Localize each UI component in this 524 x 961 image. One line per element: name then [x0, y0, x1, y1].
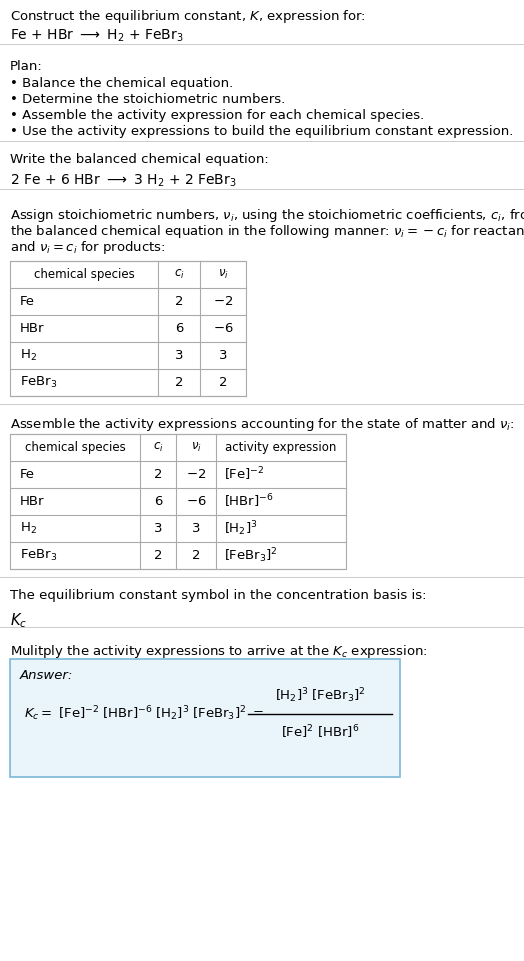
Text: FeBr$_3$: FeBr$_3$ — [20, 548, 58, 563]
Text: 3: 3 — [154, 522, 162, 535]
Text: 6: 6 — [175, 322, 183, 335]
Text: 2: 2 — [174, 376, 183, 389]
Text: $c_i$: $c_i$ — [152, 441, 163, 454]
Text: • Balance the chemical equation.: • Balance the chemical equation. — [10, 77, 233, 90]
Text: activity expression: activity expression — [225, 441, 337, 454]
Text: HBr: HBr — [20, 495, 45, 508]
Text: H$_2$: H$_2$ — [20, 348, 37, 363]
Text: 3: 3 — [219, 349, 227, 362]
Text: Plan:: Plan: — [10, 60, 43, 73]
Text: 2 Fe + 6 HBr $\longrightarrow$ 3 H$_2$ + 2 FeBr$_3$: 2 Fe + 6 HBr $\longrightarrow$ 3 H$_2$ +… — [10, 173, 236, 189]
Text: $\nu_i$: $\nu_i$ — [191, 441, 201, 454]
Text: Fe + HBr $\longrightarrow$ H$_2$ + FeBr$_3$: Fe + HBr $\longrightarrow$ H$_2$ + FeBr$… — [10, 28, 183, 44]
Text: 2: 2 — [192, 549, 200, 562]
Text: Assign stoichiometric numbers, $\nu_i$, using the stoichiometric coefficients, $: Assign stoichiometric numbers, $\nu_i$, … — [10, 207, 524, 224]
Text: $c_i$: $c_i$ — [173, 268, 184, 281]
Text: Construct the equilibrium constant, $K$, expression for:: Construct the equilibrium constant, $K$,… — [10, 8, 366, 25]
Text: $-6$: $-6$ — [213, 322, 233, 335]
Text: [Fe]$^{-2}$: [Fe]$^{-2}$ — [224, 466, 265, 483]
Text: chemical species: chemical species — [34, 268, 134, 281]
Text: Answer:: Answer: — [20, 669, 73, 682]
Text: [FeBr$_3$]$^2$: [FeBr$_3$]$^2$ — [224, 546, 278, 565]
Text: $-2$: $-2$ — [186, 468, 206, 481]
FancyBboxPatch shape — [10, 659, 400, 777]
Text: 3: 3 — [174, 349, 183, 362]
Text: 3: 3 — [192, 522, 200, 535]
Text: FeBr$_3$: FeBr$_3$ — [20, 375, 58, 390]
Text: and $\nu_i = c_i$ for products:: and $\nu_i = c_i$ for products: — [10, 239, 166, 256]
Text: 6: 6 — [154, 495, 162, 508]
Text: HBr: HBr — [20, 322, 45, 335]
Text: 2: 2 — [154, 549, 162, 562]
Text: $-2$: $-2$ — [213, 295, 233, 308]
Text: 2: 2 — [174, 295, 183, 308]
Text: $\nu_i$: $\nu_i$ — [217, 268, 228, 281]
Text: Assemble the activity expressions accounting for the state of matter and $\nu_i$: Assemble the activity expressions accoun… — [10, 416, 515, 433]
Text: [H$_2$]$^3$: [H$_2$]$^3$ — [224, 519, 258, 538]
Text: [HBr]$^{-6}$: [HBr]$^{-6}$ — [224, 493, 274, 510]
Bar — [10, 261, 246, 396]
Text: chemical species: chemical species — [25, 441, 125, 454]
Text: $K_c = $ [Fe]$^{-2}$ [HBr]$^{-6}$ [H$_2$]$^3$ [FeBr$_3$]$^2$ $=$: $K_c = $ [Fe]$^{-2}$ [HBr]$^{-6}$ [H$_2$… — [24, 704, 264, 724]
Text: Mulitply the activity expressions to arrive at the $K_c$ expression:: Mulitply the activity expressions to arr… — [10, 643, 428, 660]
Text: [H$_2$]$^3$ [FeBr$_3$]$^2$: [H$_2$]$^3$ [FeBr$_3$]$^2$ — [275, 687, 365, 705]
Text: 2: 2 — [219, 376, 227, 389]
Text: • Assemble the activity expression for each chemical species.: • Assemble the activity expression for e… — [10, 109, 424, 122]
Text: Write the balanced chemical equation:: Write the balanced chemical equation: — [10, 153, 269, 166]
Text: • Use the activity expressions to build the equilibrium constant expression.: • Use the activity expressions to build … — [10, 125, 514, 138]
Text: Fe: Fe — [20, 468, 35, 481]
Text: • Determine the stoichiometric numbers.: • Determine the stoichiometric numbers. — [10, 93, 285, 106]
Text: 2: 2 — [154, 468, 162, 481]
Text: $-6$: $-6$ — [185, 495, 206, 508]
Bar — [10, 434, 346, 569]
Text: H$_2$: H$_2$ — [20, 521, 37, 536]
Text: $K_c$: $K_c$ — [10, 611, 27, 629]
Text: The equilibrium constant symbol in the concentration basis is:: The equilibrium constant symbol in the c… — [10, 589, 427, 602]
Text: the balanced chemical equation in the following manner: $\nu_i = -c_i$ for react: the balanced chemical equation in the fo… — [10, 223, 524, 240]
Text: Fe: Fe — [20, 295, 35, 308]
Text: [Fe]$^2$ [HBr]$^6$: [Fe]$^2$ [HBr]$^6$ — [281, 724, 359, 741]
